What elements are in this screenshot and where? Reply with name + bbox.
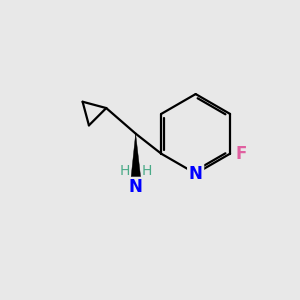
Text: N: N <box>129 178 143 196</box>
Text: H: H <box>119 164 130 178</box>
Text: H: H <box>142 164 152 178</box>
Text: N: N <box>189 165 202 183</box>
Polygon shape <box>131 134 141 176</box>
Text: F: F <box>236 145 247 163</box>
